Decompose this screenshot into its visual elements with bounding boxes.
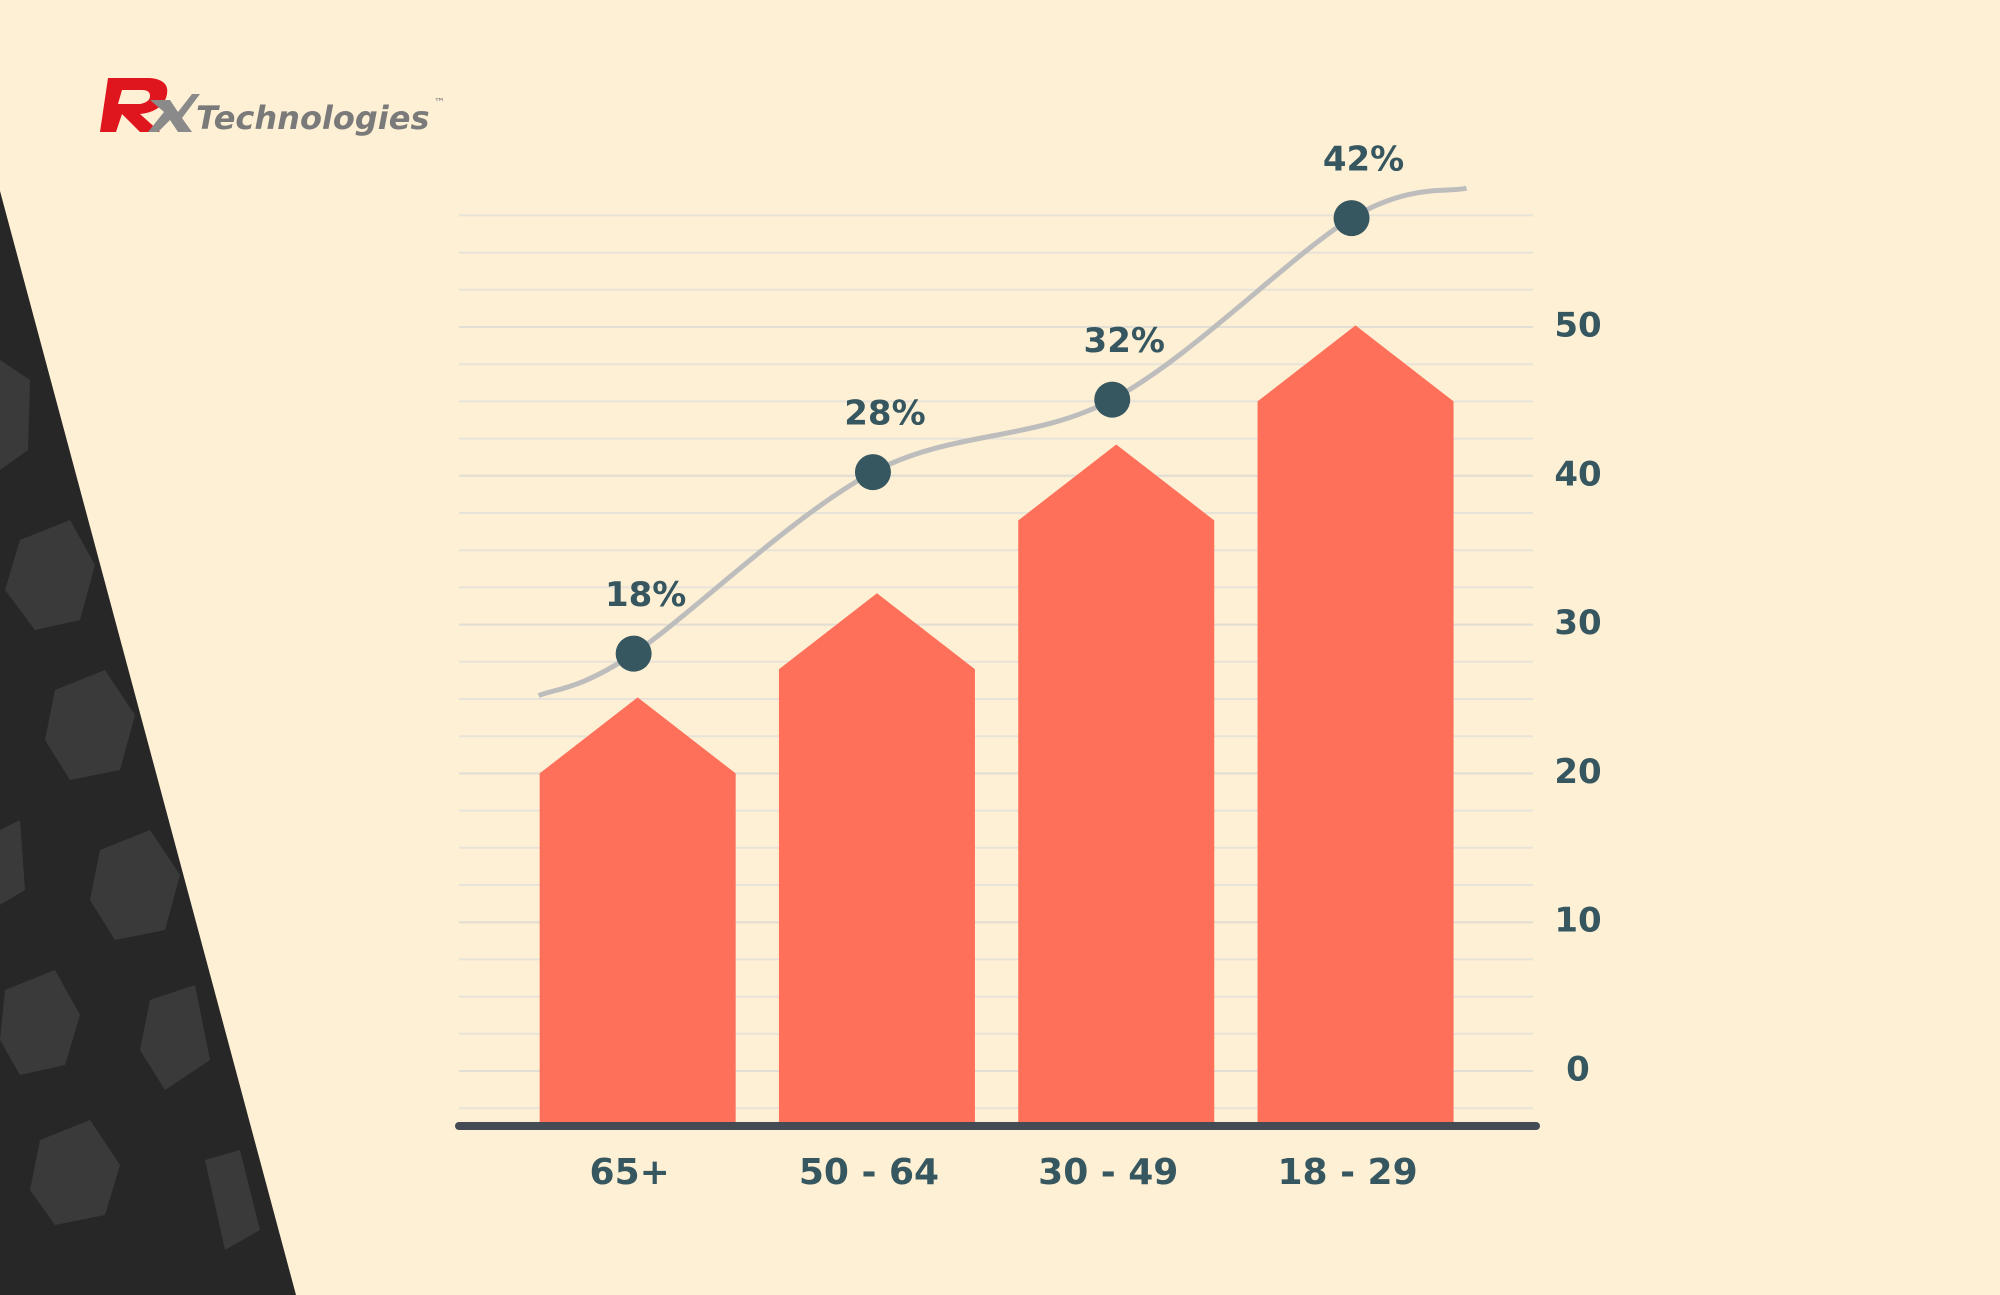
y-tick-label: 40	[1554, 454, 1601, 494]
trend-extension	[1350, 185, 1468, 221]
trend-extension	[537, 651, 636, 698]
data-label: 28%	[844, 394, 925, 434]
y-tick-label: 20	[1554, 752, 1601, 792]
logo-text: Technologies	[196, 99, 430, 137]
dot	[1333, 200, 1370, 237]
y-tick-label: 30	[1554, 603, 1601, 643]
data-label: 18%	[605, 575, 686, 615]
logo-trademark: ™	[434, 96, 445, 109]
bar	[1257, 325, 1454, 1126]
logo: Technologies ™	[100, 78, 445, 137]
trend-line	[632, 215, 1353, 656]
y-tick-label: 0	[1566, 1050, 1590, 1090]
y-tick-label: 50	[1554, 306, 1601, 346]
dot	[854, 454, 891, 491]
data-label: 42%	[1323, 140, 1404, 180]
hexagons	[0, 360, 260, 1250]
x-tick-label: 30 - 49	[1038, 1152, 1178, 1193]
bar	[539, 697, 736, 1126]
dot	[615, 635, 652, 672]
logo-mark-x	[148, 94, 200, 132]
x-tick-label: 65+	[590, 1152, 670, 1193]
side-decoration	[0, 191, 296, 1295]
data-label: 32%	[1084, 321, 1165, 361]
x-tick-label: 18 - 29	[1277, 1152, 1417, 1193]
dot	[1094, 381, 1131, 418]
x-tick-label: 50 - 64	[799, 1152, 939, 1193]
logo-mark-r	[100, 78, 168, 132]
y-tick-label: 10	[1554, 901, 1601, 941]
bar	[1018, 444, 1215, 1126]
bar	[778, 593, 975, 1126]
plot: 0 10 20 30 40 50 18% 28% 32% 42% 65+ 50 - 64 30 - 49…	[455, 140, 1602, 1193]
